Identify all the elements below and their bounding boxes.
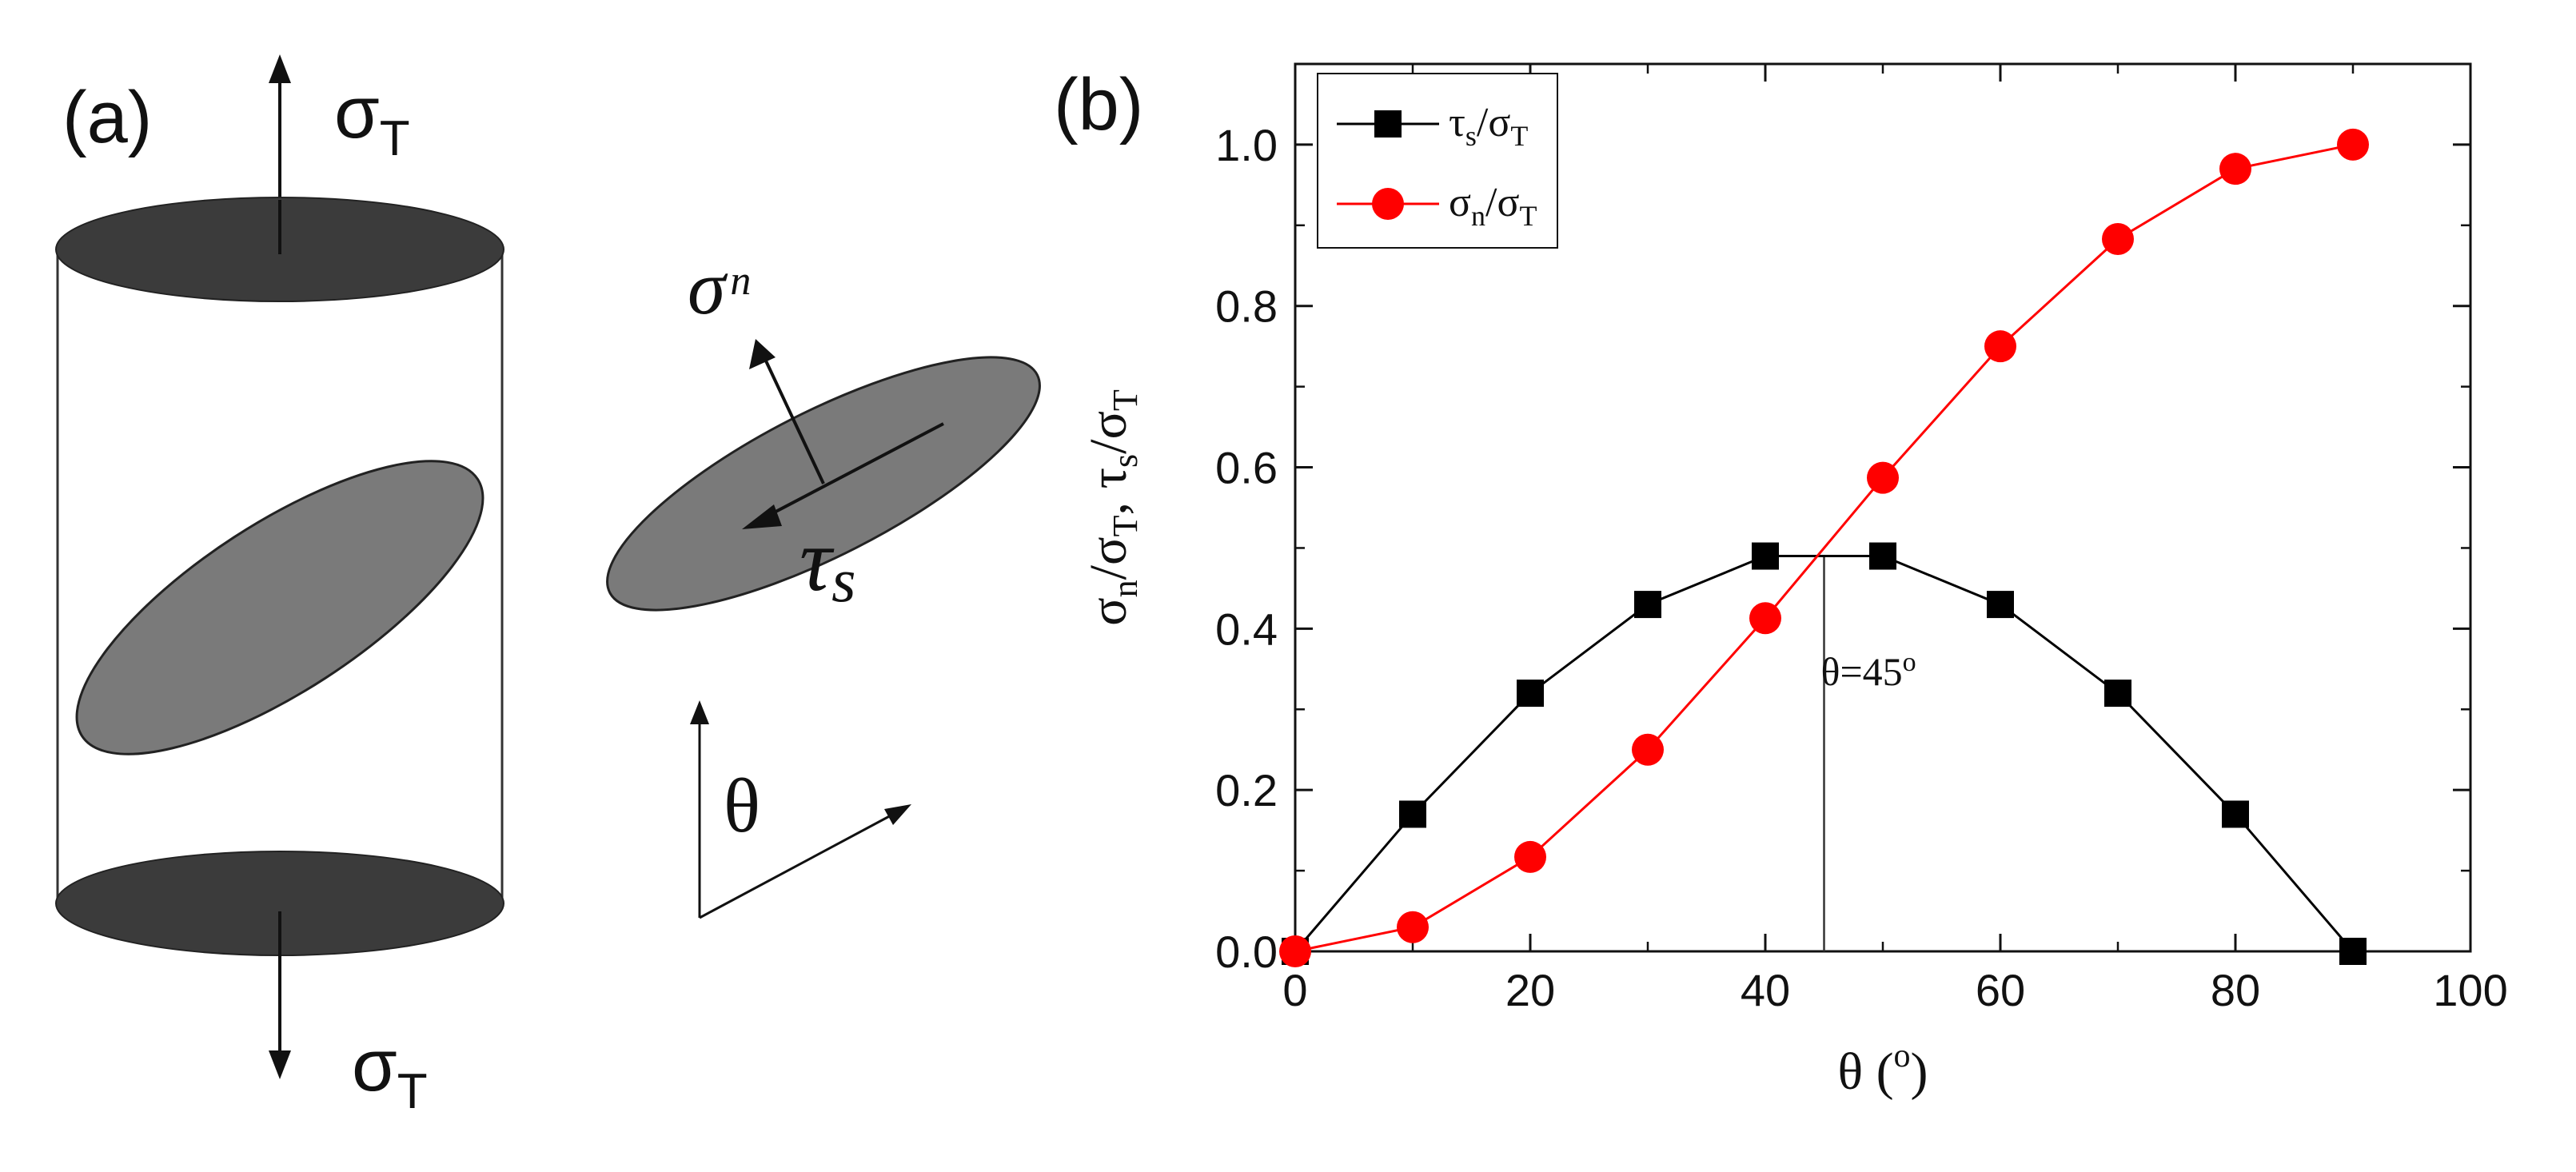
marker-normal-90 xyxy=(2337,128,2369,161)
y-label-sigma-n: σ xyxy=(1079,597,1138,626)
sigma-t-bottom-label: σT xyxy=(352,1025,428,1119)
tau-s-sub: s xyxy=(831,545,855,615)
angle-inclined-arrow-head xyxy=(884,804,911,825)
x-tick-label: 40 xyxy=(1741,965,1790,1015)
x-tick-label: 60 xyxy=(1976,965,2025,1015)
legend-label-shear: τs/σT xyxy=(1449,100,1528,152)
marker-normal-20 xyxy=(1514,840,1546,873)
marker-normal-60 xyxy=(1984,330,2016,363)
series-line-shear xyxy=(1294,555,2355,952)
shear-stress-arrow xyxy=(763,422,944,520)
sigma-t-top-symbol: σ xyxy=(334,72,380,153)
x-tick-label: 80 xyxy=(2211,965,2260,1015)
y-tick-label: 0.8 xyxy=(1215,281,1278,332)
x-label-main: θ ( xyxy=(1837,1042,1893,1101)
angle-vertical-arrow-head xyxy=(690,700,709,724)
sigma-n-symbol: σ xyxy=(688,245,728,330)
inclined-plane xyxy=(75,460,484,755)
normal-stress-arrow-head xyxy=(749,339,776,369)
x-tick-label: 20 xyxy=(1505,965,1555,1015)
tension-arrow-up-head xyxy=(269,54,291,83)
y-axis-label: σn/σT, τs/σT xyxy=(1079,389,1145,626)
tau-s-symbol: τ xyxy=(800,511,835,610)
marker-shear-20 xyxy=(1517,680,1544,708)
x-label-end: ) xyxy=(1911,1042,1928,1101)
theta-45-annotation: θ=45o xyxy=(1821,648,1916,694)
panel-b-label: (b) xyxy=(1054,64,1143,146)
shear-stress-arrow-head xyxy=(742,504,782,529)
x-label-degree: o xyxy=(1894,1038,1911,1074)
sigma-t-bottom-symbol: σ xyxy=(352,1025,397,1106)
legend-box xyxy=(1317,73,1558,249)
sigma-t-top-label: σT xyxy=(334,72,410,166)
sigma-n-sub: n xyxy=(730,258,751,304)
y-tick-label: 0.4 xyxy=(1215,604,1278,654)
y-label-sigma-n-sub: n xyxy=(1106,580,1145,597)
series-markers-normal xyxy=(1279,128,2369,967)
marker-normal-70 xyxy=(2102,222,2134,255)
tau-s-label: τs xyxy=(800,511,855,615)
x-tick-label: 100 xyxy=(2433,965,2507,1015)
marker-normal-30 xyxy=(1632,733,1664,766)
theta-symbol: θ xyxy=(724,763,760,848)
panel-a-label: (a) xyxy=(62,77,152,158)
y-tick-label: 0.0 xyxy=(1215,927,1278,977)
theta-45-degree: o xyxy=(1903,648,1916,677)
y-tick-label: 1.0 xyxy=(1215,120,1278,170)
marker-shear-70 xyxy=(2104,680,2131,708)
sigma-t-top-sub: T xyxy=(380,111,410,166)
marker-shear-10 xyxy=(1399,800,1426,828)
legend-label-normal: σn/σT xyxy=(1449,180,1537,232)
legend: τs/σT σn/σT xyxy=(1317,73,1558,249)
sigma-t-bottom-sub: T xyxy=(397,1064,428,1119)
marker-normal-0 xyxy=(1279,935,1311,967)
legend-marker-normal xyxy=(1372,188,1404,220)
marker-shear-80 xyxy=(2222,800,2249,828)
y-tick-label: 0.2 xyxy=(1215,765,1278,815)
marker-normal-80 xyxy=(2219,153,2251,185)
tension-arrow-down-head xyxy=(269,1050,291,1079)
x-axis-label: θ (o) xyxy=(1837,1038,1928,1101)
theta-45-text: θ=45 xyxy=(1821,649,1903,694)
legend-marker-shear xyxy=(1374,110,1402,138)
marker-shear-30 xyxy=(1634,591,1661,619)
normal-stress-arrow xyxy=(762,355,825,484)
marker-shear-40 xyxy=(1752,542,1779,570)
panel-b-chart: (b) 0 20 40 60 80 100 0.0 0.2 0.4 0.6 0.8 1.0 σn/σT… xyxy=(1054,62,2508,1101)
marker-normal-10 xyxy=(1397,911,1429,943)
x-tick-label: 0 xyxy=(1282,965,1307,1015)
y-tick-label: 0.6 xyxy=(1215,443,1278,493)
angle-inclined-axis xyxy=(699,812,895,919)
marker-normal-50 xyxy=(1867,461,1899,494)
marker-shear-90 xyxy=(2339,938,2367,965)
axis-tick-labels: 0 20 40 60 80 100 0.0 0.2 0.4 0.6 0.8 1.0 xyxy=(1215,120,2508,1015)
marker-shear-50 xyxy=(1869,542,1896,570)
marker-shear-60 xyxy=(1987,591,2014,619)
marker-normal-40 xyxy=(1749,602,1781,635)
series-line-normal xyxy=(1294,143,2354,953)
